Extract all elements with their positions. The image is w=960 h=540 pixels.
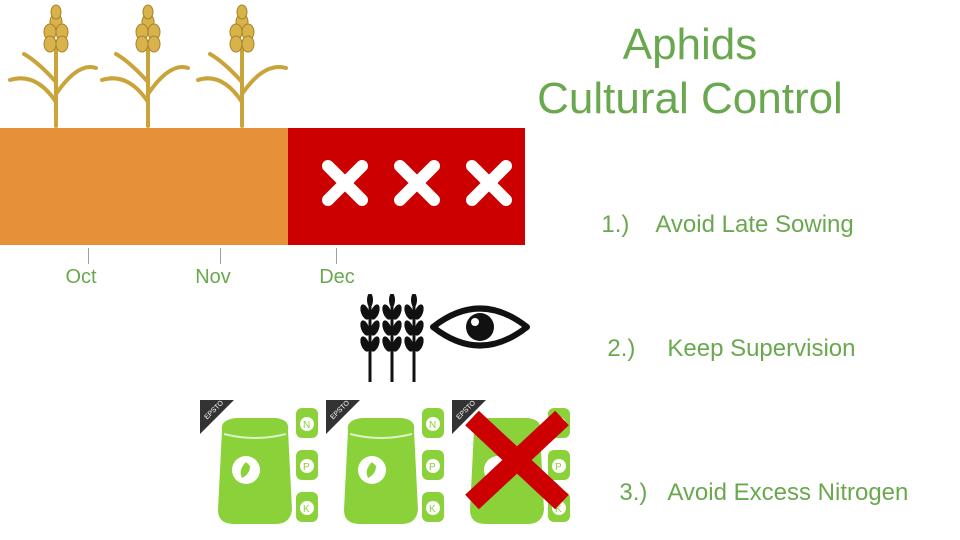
timeline-good-period [0,128,288,245]
point-1: 1.) Avoid Late Sowing [588,183,854,239]
month-tick [220,248,221,264]
nutrient-p: P [555,462,562,473]
wheat-icon [360,294,424,382]
nutrient-k: K [303,504,310,515]
point-3-text: Avoid Excess Nitrogen [667,479,909,506]
nutrient-n: N [429,420,436,431]
wheat-plant-icon [196,4,288,128]
x-mark-icon [466,160,512,206]
point-1-text: Avoid Late Sowing [655,211,854,238]
point-3-number: 3.) [619,479,648,506]
nutrient-k: K [555,504,562,515]
title-line-1: Aphids [622,20,758,69]
point-2-text: Keep Supervision [667,335,856,362]
point-3: 3.) Avoid Excess Nitrogen [606,451,908,507]
x-mark-icon [322,160,368,206]
nutrient-p: P [429,462,436,473]
nutrient-p: P [303,462,310,473]
wheat-plant-icon [8,4,98,128]
month-label-nov: Nov [195,266,231,288]
fertilizer-bag-icon: EPSTO N P K [200,400,318,524]
point-2-number: 2.) [607,335,636,362]
wheat-plant-icon [100,4,190,128]
x-mark-icon [394,160,440,206]
month-label-oct: Oct [65,266,97,288]
page-title: Aphids Cultural Control [500,18,880,126]
month-label-dec: Dec [319,266,355,288]
month-tick [336,248,337,264]
eye-icon [430,305,530,349]
month-tick [88,248,89,264]
red-x-icon [465,410,569,510]
nutrient-k: K [429,504,436,515]
nutrient-n: N [303,420,310,431]
title-line-2: Cultural Control [537,74,843,123]
point-2: 2.) Keep Supervision [594,307,855,363]
fertilizer-bag-icon: EPSTO N P K [326,400,444,524]
point-1-number: 1.) [601,211,630,238]
